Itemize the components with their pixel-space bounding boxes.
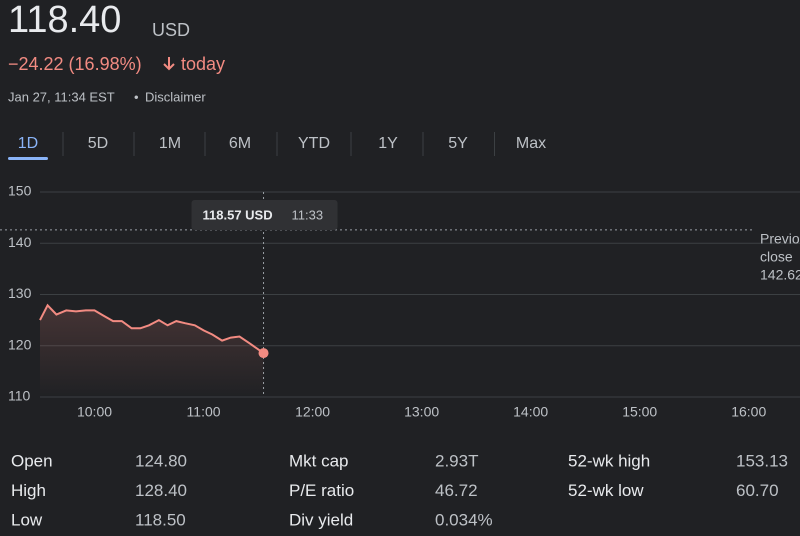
stat-value: 128.40 — [135, 481, 187, 500]
stats-table: Open 124.80 High 128.40 Low 118.50 Mkt cap 2.93… — [11, 451, 788, 529]
price-area — [40, 305, 264, 397]
x-tick-label: 15:00 — [622, 404, 657, 420]
previous-close-value: 142.62 — [760, 267, 800, 283]
current-point — [258, 348, 269, 359]
x-tick-label: 10:00 — [77, 404, 112, 420]
price-change: −24.22 (16.98%) — [8, 54, 142, 74]
price: 118.40 — [8, 0, 121, 41]
x-tick-label: 16:00 — [731, 404, 766, 420]
previous-close-label: Previous — [760, 231, 800, 247]
range-tab[interactable]: 1Y — [378, 135, 398, 152]
tooltip-time: 11:33 — [292, 207, 324, 222]
stat-value: 153.13 — [736, 451, 788, 470]
stat-label: Low — [11, 510, 43, 529]
y-tick-label: 150 — [8, 183, 32, 199]
y-tick-label: 110 — [8, 388, 31, 404]
stat-label: P/E ratio — [289, 481, 354, 500]
x-tick-label: 14:00 — [513, 404, 548, 420]
stat-label: 52-wk high — [568, 451, 650, 470]
range-tab[interactable]: 1M — [159, 135, 181, 152]
range-tab[interactable]: YTD — [298, 135, 330, 152]
stat-value: 2.93T — [435, 451, 478, 470]
stat-value: 0.034% — [435, 510, 493, 529]
price-chart: 110 120 130 140 150 10:00 11:00 12:00 13:00 14:00… — [0, 183, 800, 420]
range-tabs: 1D 5D 1M 6M YTD 1Y 5Y Max — [8, 132, 546, 160]
x-tick-label: 11:00 — [187, 404, 221, 420]
y-tick-label: 130 — [8, 285, 32, 301]
tooltip-box — [191, 200, 338, 230]
range-tab[interactable]: 5Y — [448, 135, 468, 152]
tooltip-price: 118.57 USD — [203, 207, 273, 222]
range-tab[interactable]: Max — [516, 135, 546, 152]
y-tick-label: 140 — [8, 234, 32, 250]
tab-indicator — [8, 157, 48, 160]
x-tick-label: 12:00 — [295, 404, 330, 420]
stat-label: Div yield — [289, 510, 353, 529]
y-tick-label: 120 — [8, 336, 32, 352]
previous-close-label: close — [760, 249, 793, 265]
range-tab[interactable]: 6M — [229, 135, 251, 152]
price-line — [39, 303, 265, 354]
stat-value: 124.80 — [135, 451, 187, 470]
stat-label: Open — [11, 451, 53, 470]
timestamp: Jan 27, 11:34 EST — [8, 89, 115, 104]
range-tab[interactable]: 5D — [88, 135, 108, 152]
stat-value: 46.72 — [435, 481, 478, 500]
stat-label: Mkt cap — [289, 451, 349, 470]
range-tab[interactable]: 1D — [18, 135, 38, 152]
stat-value: 118.50 — [135, 510, 186, 529]
stat-label: 52-wk low — [568, 481, 644, 500]
separator: • — [134, 89, 139, 104]
stat-label: High — [11, 481, 46, 500]
stat-value: 60.70 — [736, 481, 779, 500]
disclaimer-link[interactable]: Disclaimer — [145, 89, 206, 104]
currency: USD — [152, 20, 190, 40]
down-arrow — [163, 57, 175, 71]
x-tick-label: 13:00 — [404, 404, 439, 420]
change-period: today — [181, 54, 225, 74]
